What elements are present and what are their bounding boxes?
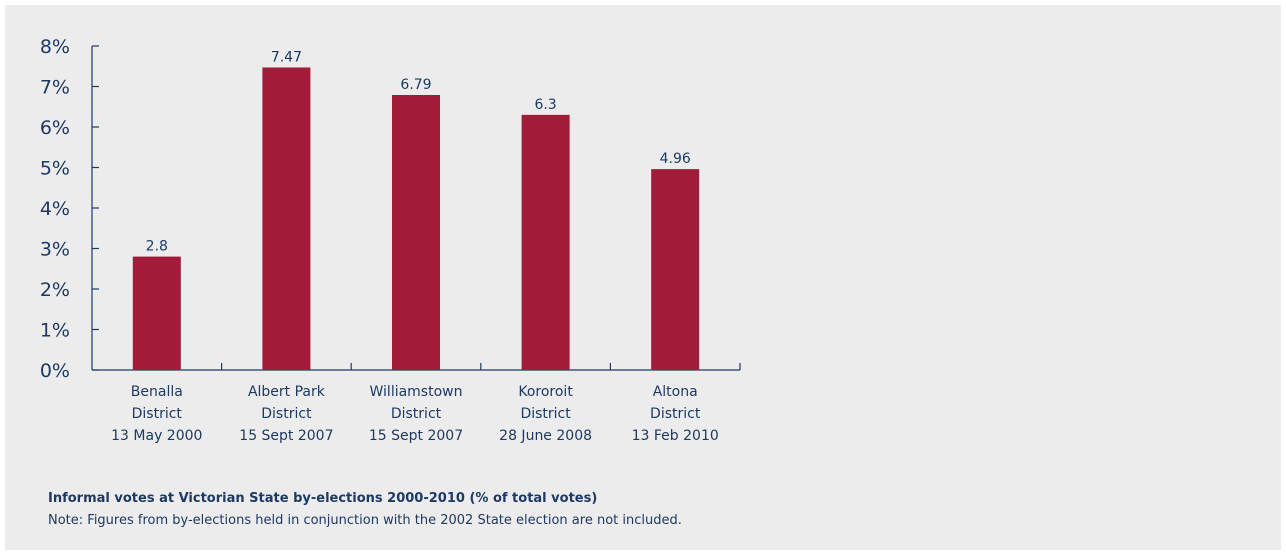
y-tick-label: 5% (40, 158, 70, 180)
chart-note: Note: Figures from by-elections held in … (48, 513, 682, 528)
y-tick-label: 3% (40, 239, 70, 261)
y-tick-label: 1% (40, 320, 70, 342)
x-tick-label: District (261, 406, 312, 422)
x-tick-label: 28 June 2008 (499, 428, 592, 444)
x-tick-label: Altona (653, 384, 698, 400)
y-tick-label: 0% (40, 360, 70, 382)
x-tick-label: District (650, 406, 701, 422)
chart-labels: 0% 1% 2% 3% 4% 5% 6% 7% 8% 2.8 Benalla District 13 M… (40, 36, 719, 444)
bar (132, 256, 181, 370)
data-label: 6.3 (534, 97, 556, 113)
y-tick-label: 6% (40, 117, 70, 139)
x-tick-label: Benalla (131, 384, 183, 400)
y-tick-label: 8% (40, 36, 70, 58)
chart-bars (132, 67, 700, 370)
y-tick-label: 4% (40, 198, 70, 220)
chart-caption: Informal votes at Victorian State by-ele… (48, 488, 682, 532)
y-tick-label: 7% (40, 77, 70, 99)
x-tick-label: Kororoit (518, 384, 573, 400)
chart-panel (5, 5, 1281, 550)
data-label: 6.79 (400, 77, 431, 93)
x-tick-label: 13 Feb 2010 (632, 428, 719, 444)
bar (651, 169, 700, 370)
bar (262, 67, 311, 370)
x-tick-label: 15 Sept 2007 (369, 428, 463, 444)
data-label: 2.8 (146, 239, 168, 255)
x-tick-label: District (132, 406, 183, 422)
chart-title: Informal votes at Victorian State by-ele… (48, 491, 598, 506)
x-tick-label: Albert Park (248, 384, 326, 400)
bar (392, 95, 440, 370)
x-tick-label: Williamstown (370, 384, 463, 400)
x-tick-label: 15 Sept 2007 (239, 428, 333, 444)
data-label: 7.47 (271, 49, 302, 65)
x-tick-label: District (391, 406, 442, 422)
x-tick-label: District (520, 406, 571, 422)
x-tick-label: 13 May 2000 (111, 428, 202, 444)
y-tick-label: 2% (40, 279, 70, 301)
bar (521, 114, 570, 370)
data-label: 4.96 (660, 151, 691, 167)
